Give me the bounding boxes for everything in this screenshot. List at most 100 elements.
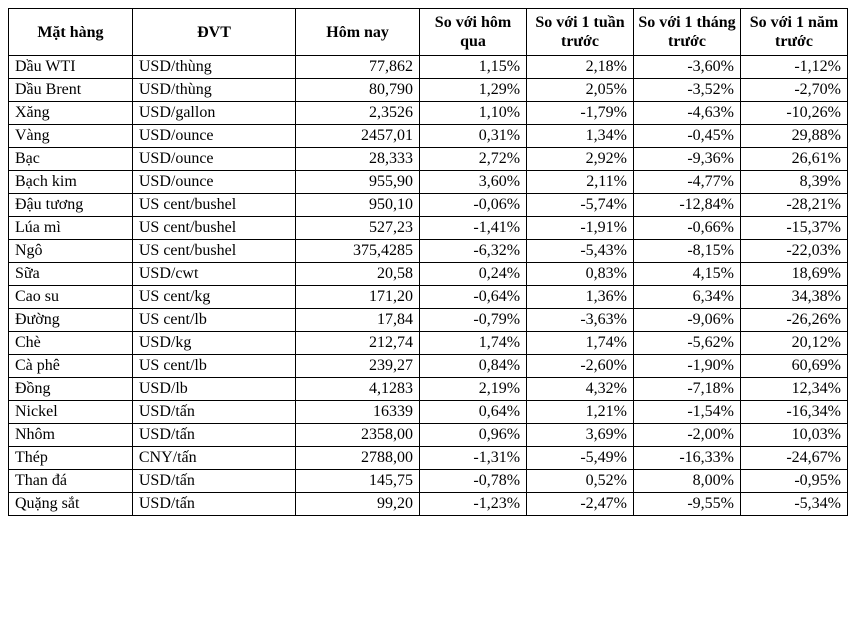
cell: Cao su <box>9 286 133 309</box>
cell: -0,06% <box>420 194 527 217</box>
cell: 12,34% <box>740 378 847 401</box>
cell: US cent/lb <box>132 309 295 332</box>
cell: 34,38% <box>740 286 847 309</box>
cell: 212,74 <box>296 332 420 355</box>
cell: -1,90% <box>634 355 741 378</box>
cell: 26,61% <box>740 148 847 171</box>
table-row: Quặng sắtUSD/tấn99,20-1,23%-2,47%-9,55%-… <box>9 493 848 516</box>
cell: US cent/lb <box>132 355 295 378</box>
cell: US cent/kg <box>132 286 295 309</box>
cell: 6,34% <box>634 286 741 309</box>
table-row: Dầu WTIUSD/thùng77,8621,15%2,18%-3,60%-1… <box>9 56 848 79</box>
cell: 77,862 <box>296 56 420 79</box>
table-row: ChèUSD/kg212,741,74%1,74%-5,62%20,12% <box>9 332 848 355</box>
cell: -12,84% <box>634 194 741 217</box>
col-header-vs-year: So với 1 năm trước <box>740 9 847 56</box>
cell: 2,92% <box>527 148 634 171</box>
cell: 1,15% <box>420 56 527 79</box>
table-row: SữaUSD/cwt20,580,24%0,83%4,15%18,69% <box>9 263 848 286</box>
cell: -9,55% <box>634 493 741 516</box>
cell: -0,64% <box>420 286 527 309</box>
cell: 145,75 <box>296 470 420 493</box>
cell: 0,83% <box>527 263 634 286</box>
cell: -4,77% <box>634 171 741 194</box>
cell: Vàng <box>9 125 133 148</box>
cell: -1,31% <box>420 447 527 470</box>
cell: 0,31% <box>420 125 527 148</box>
cell: 0,52% <box>527 470 634 493</box>
cell: 375,4285 <box>296 240 420 263</box>
cell: 1,36% <box>527 286 634 309</box>
cell: 4,15% <box>634 263 741 286</box>
cell: 10,03% <box>740 424 847 447</box>
cell: 17,84 <box>296 309 420 332</box>
cell: 1,34% <box>527 125 634 148</box>
table-row: XăngUSD/gallon2,35261,10%-1,79%-4,63%-10… <box>9 102 848 125</box>
cell: -1,41% <box>420 217 527 240</box>
table-row: NgôUS cent/bushel375,4285-6,32%-5,43%-8,… <box>9 240 848 263</box>
cell: Bạc <box>9 148 133 171</box>
table-row: ThépCNY/tấn2788,00-1,31%-5,49%-16,33%-24… <box>9 447 848 470</box>
table-row: ĐồngUSD/lb4,12832,19%4,32%-7,18%12,34% <box>9 378 848 401</box>
cell: 2,18% <box>527 56 634 79</box>
cell: 28,333 <box>296 148 420 171</box>
table-row: Lúa mìUS cent/bushel527,23-1,41%-1,91%-0… <box>9 217 848 240</box>
cell: 18,69% <box>740 263 847 286</box>
cell: Cà phê <box>9 355 133 378</box>
cell: -22,03% <box>740 240 847 263</box>
cell: Chè <box>9 332 133 355</box>
cell: -1,12% <box>740 56 847 79</box>
cell: -3,52% <box>634 79 741 102</box>
cell: 1,74% <box>420 332 527 355</box>
cell: Quặng sắt <box>9 493 133 516</box>
cell: USD/ounce <box>132 125 295 148</box>
cell: 1,21% <box>527 401 634 424</box>
cell: -2,70% <box>740 79 847 102</box>
table-row: NhômUSD/tấn2358,000,96%3,69%-2,00%10,03% <box>9 424 848 447</box>
cell: 1,74% <box>527 332 634 355</box>
cell: US cent/bushel <box>132 240 295 263</box>
cell: -24,67% <box>740 447 847 470</box>
cell: -16,33% <box>634 447 741 470</box>
cell: -15,37% <box>740 217 847 240</box>
cell: -9,36% <box>634 148 741 171</box>
cell: Nhôm <box>9 424 133 447</box>
table-row: BạcUSD/ounce28,3332,72%2,92%-9,36%26,61% <box>9 148 848 171</box>
cell: 239,27 <box>296 355 420 378</box>
cell: -5,49% <box>527 447 634 470</box>
cell: -16,34% <box>740 401 847 424</box>
table-header: Mặt hàng ĐVT Hôm nay So với hôm qua So v… <box>9 9 848 56</box>
cell: Lúa mì <box>9 217 133 240</box>
cell: 3,69% <box>527 424 634 447</box>
cell: 0,24% <box>420 263 527 286</box>
cell: 16339 <box>296 401 420 424</box>
cell: -1,23% <box>420 493 527 516</box>
table-row: VàngUSD/ounce2457,010,31%1,34%-0,45%29,8… <box>9 125 848 148</box>
table-row: NickelUSD/tấn163390,64%1,21%-1,54%-16,34… <box>9 401 848 424</box>
cell: 955,90 <box>296 171 420 194</box>
cell: -8,15% <box>634 240 741 263</box>
cell: 20,12% <box>740 332 847 355</box>
cell: 0,84% <box>420 355 527 378</box>
cell: Đậu tương <box>9 194 133 217</box>
cell: 29,88% <box>740 125 847 148</box>
cell: -7,18% <box>634 378 741 401</box>
cell: 2,72% <box>420 148 527 171</box>
cell: -2,47% <box>527 493 634 516</box>
table-row: Than đáUSD/tấn145,75-0,78%0,52%8,00%-0,9… <box>9 470 848 493</box>
cell: Ngô <box>9 240 133 263</box>
cell: 1,10% <box>420 102 527 125</box>
cell: 3,60% <box>420 171 527 194</box>
col-header-vs-day: So với hôm qua <box>420 9 527 56</box>
table-row: Đậu tươngUS cent/bushel950,10-0,06%-5,74… <box>9 194 848 217</box>
cell: 0,64% <box>420 401 527 424</box>
table-body: Dầu WTIUSD/thùng77,8621,15%2,18%-3,60%-1… <box>9 56 848 516</box>
cell: CNY/tấn <box>132 447 295 470</box>
cell: 20,58 <box>296 263 420 286</box>
cell: -26,26% <box>740 309 847 332</box>
col-header-vs-month: So với 1 tháng trước <box>634 9 741 56</box>
cell: -0,78% <box>420 470 527 493</box>
cell: US cent/bushel <box>132 217 295 240</box>
cell: USD/tấn <box>132 401 295 424</box>
cell: Nickel <box>9 401 133 424</box>
